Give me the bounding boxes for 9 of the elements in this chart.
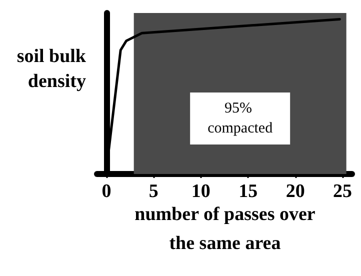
x-tick-label: 10	[191, 181, 210, 202]
x-tick-label: 5	[148, 181, 158, 202]
x-axis-title: number of passes over the same area	[134, 204, 316, 254]
x-tick-label: 0	[102, 181, 112, 202]
x-tick-label: 25	[333, 181, 352, 202]
y-axis-title: soil bulk density	[16, 45, 86, 94]
band-label: 95% compacted	[208, 100, 274, 136]
x-tick-label: 15	[238, 181, 258, 202]
x-tick-label: 20	[286, 181, 305, 202]
